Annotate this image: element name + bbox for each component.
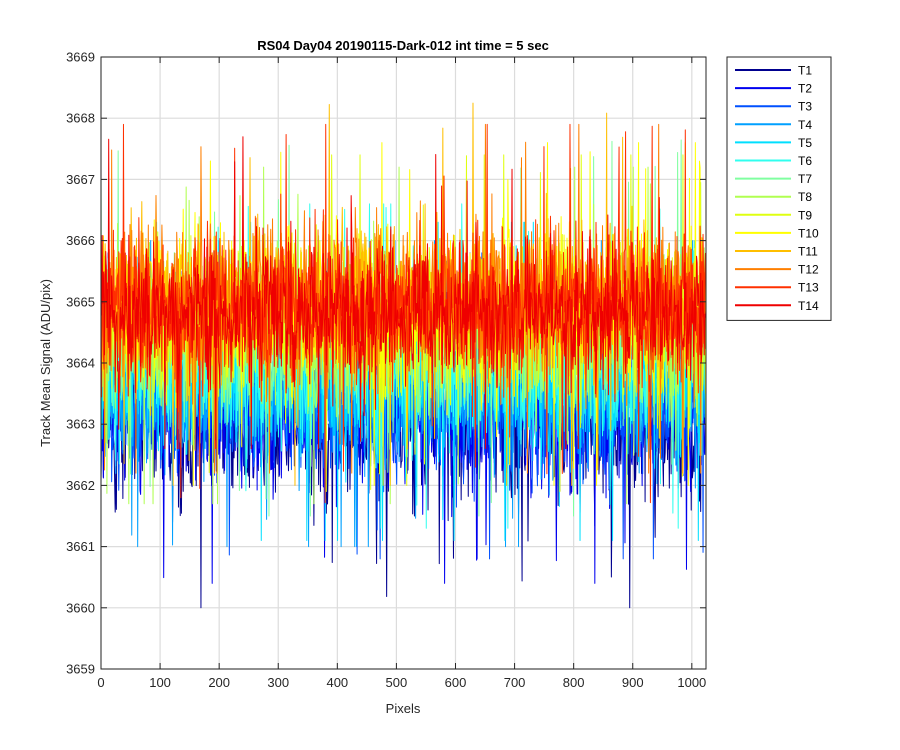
- y-tick-label: 3663: [66, 417, 95, 432]
- y-tick-label: 3664: [66, 356, 95, 371]
- y-tick-label: 3665: [66, 294, 95, 309]
- legend-label: T13: [798, 281, 819, 295]
- legend-label: T5: [798, 136, 812, 150]
- legend-label: T11: [798, 245, 818, 259]
- legend: T1 T2 T3 T4 T5 T6 T7 T8 T9 T10 T11 T12 T13 T14: [726, 56, 832, 321]
- x-axis-label: Pixels: [386, 701, 421, 716]
- y-tick-label: 3668: [66, 111, 95, 126]
- legend-label: T7: [798, 172, 812, 186]
- x-tick-label: 700: [504, 675, 526, 690]
- legend-label: T8: [798, 190, 812, 204]
- legend-box: [726, 56, 832, 321]
- legend-label: T1: [798, 64, 812, 78]
- legend-label: T2: [798, 82, 812, 96]
- x-tick-label: 200: [208, 675, 230, 690]
- x-tick-label: 500: [386, 675, 408, 690]
- x-tick-label: 300: [267, 675, 289, 690]
- legend-label: T10: [798, 226, 819, 240]
- y-tick-label: 3662: [66, 478, 95, 493]
- legend-label: T12: [798, 263, 819, 277]
- legend-label: T6: [798, 154, 812, 168]
- x-tick-label: 1000: [677, 675, 706, 690]
- x-tick-label: 800: [563, 675, 585, 690]
- y-tick-label: 3666: [66, 233, 95, 248]
- legend-label: T3: [798, 100, 812, 114]
- y-tick-label: 3669: [66, 50, 95, 65]
- x-tick-label: 600: [445, 675, 467, 690]
- x-tick-label: 0: [97, 675, 104, 690]
- legend-label: T4: [798, 118, 812, 132]
- series-line-t14: [100, 136, 707, 450]
- y-tick-label: 3667: [66, 172, 95, 187]
- x-tick-label: 100: [149, 675, 171, 690]
- x-tick-label: 400: [326, 675, 348, 690]
- legend-label: T9: [798, 208, 812, 222]
- y-tick-label: 3659: [66, 662, 95, 677]
- axes: 0 100 200 300 400 500 600 700 800 900 1000 3659 3660…: [66, 50, 707, 690]
- x-tick-label: 900: [622, 675, 644, 690]
- y-tick-label: 3660: [66, 600, 95, 615]
- y-tick-label: 3661: [66, 539, 95, 554]
- y-axis-label: Track Mean Signal (ADU/pix): [38, 279, 53, 447]
- series-layer: [100, 102, 707, 609]
- chart-title: RS04 Day04 20190115-Dark-012 int time = …: [257, 38, 549, 53]
- legend-label: T14: [798, 299, 819, 313]
